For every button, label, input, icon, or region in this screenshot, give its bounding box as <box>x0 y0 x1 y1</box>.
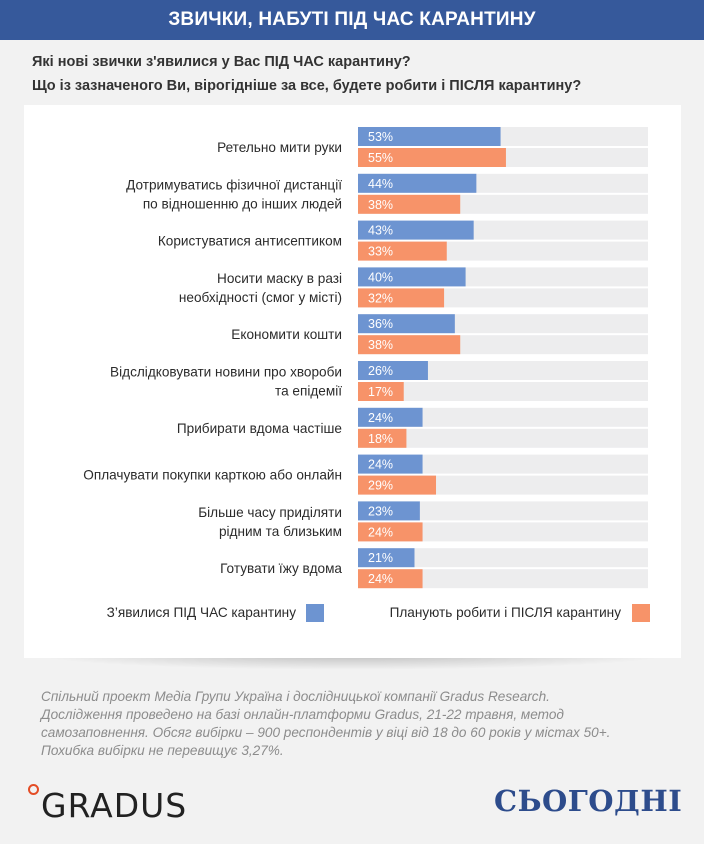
bar-during <box>358 361 428 380</box>
bar-during <box>358 501 420 521</box>
category-label-line: по відношенню до інших людей <box>143 196 342 211</box>
data-label: 29% <box>368 479 393 493</box>
data-label: 21% <box>368 551 393 565</box>
bar-during <box>358 173 477 193</box>
bar-after <box>358 194 461 214</box>
data-label: 38% <box>368 198 393 212</box>
category-label: Оплачувати покупки карткою або онлайн <box>83 468 342 483</box>
legend-swatch-after <box>632 604 650 622</box>
page-title-banner: ЗВИЧКИ, НАБУТІ ПІД ЧАС КАРАНТИНУ <box>0 0 704 40</box>
bar-during <box>358 267 466 287</box>
category-label: Ретельно мити руки <box>217 140 342 155</box>
bar-after <box>358 335 461 355</box>
category-label-line: необхідності (смог у місті) <box>179 290 342 305</box>
category-label: Готувати їжу вдома <box>220 561 342 576</box>
bar-track <box>358 361 648 380</box>
data-label: 36% <box>368 317 393 331</box>
data-label: 43% <box>368 224 393 238</box>
data-label: 24% <box>368 458 393 472</box>
data-label: 26% <box>368 364 393 378</box>
bar-after <box>358 569 423 589</box>
legend-label-during: З’явилися ПІД ЧАС карантину <box>107 605 297 620</box>
survey-questions: Які нові звички з'явилися у Вас ПІД ЧАС … <box>32 50 682 98</box>
bar-after <box>358 522 423 542</box>
data-label: 32% <box>368 291 393 305</box>
bar-track <box>358 522 648 542</box>
category-label-line: та епідемії <box>275 384 342 399</box>
chart-card: Ретельно мити руки 53% 55% Дотримуватись фі… <box>24 105 681 658</box>
bar-after <box>358 382 404 401</box>
sogodni-logo: СЬОГОДНІ <box>494 784 682 820</box>
question-1: Які нові звички з'явилися у Вас ПІД ЧАС … <box>32 54 411 70</box>
bar-track <box>358 382 648 401</box>
sogodni-logo-text: СЬОГОДНІ <box>494 784 683 818</box>
category-label: Більше часу приділяти рідним та близьким <box>198 505 342 539</box>
legend-label-after: Планують робити і ПІСЛЯ карантину <box>390 605 622 620</box>
category-label-line: Ретельно мити руки <box>217 140 342 155</box>
data-label: 40% <box>368 270 393 284</box>
footnote-line-3: самозаповнення. Обсяг вибірки – 900 респ… <box>41 725 611 740</box>
bar-track <box>358 548 648 568</box>
category-label-line: Готувати їжу вдома <box>220 561 342 576</box>
category-label-line: Відслідковувати новини про хвороби <box>110 365 342 380</box>
footnote: Спільний проект Медіа Групи Україна і до… <box>41 688 681 760</box>
data-label: 17% <box>368 385 393 399</box>
data-label: 18% <box>368 432 393 446</box>
bar-track <box>358 428 648 448</box>
data-label: 24% <box>368 572 393 586</box>
bar-track <box>358 569 648 589</box>
category-label: Носити маску в разі необхідності (смог у … <box>179 271 342 305</box>
data-label: 33% <box>368 245 393 259</box>
data-label: 24% <box>368 411 393 425</box>
bar-after <box>358 241 447 261</box>
card-shadow <box>30 654 675 670</box>
bar-track <box>358 501 648 521</box>
data-label: 24% <box>368 525 393 539</box>
category-label-line: Користуватися антисептиком <box>158 234 342 249</box>
gradus-degree-icon <box>28 784 39 795</box>
bar-during <box>358 127 501 146</box>
bar-after <box>358 288 445 308</box>
page-title: ЗВИЧКИ, НАБУТІ ПІД ЧАС КАРАНТИНУ <box>168 9 536 30</box>
bar-track <box>358 407 648 427</box>
bar-during <box>358 407 423 427</box>
footnote-line-4: Похибка вибірки не перевищує 3,27%. <box>41 743 284 758</box>
gradus-logo: GRADUS <box>28 780 198 825</box>
bar-chart: Ретельно мити руки 53% 55% Дотримуватись фі… <box>83 127 650 622</box>
category-label: Економити кошти <box>231 327 342 342</box>
data-label: 44% <box>368 177 393 191</box>
footnote-line-2: Дослідження проведено на базі онлайн-пла… <box>41 707 564 722</box>
category-label-line: Оплачувати покупки карткою або онлайн <box>83 468 342 483</box>
category-label-line: Більше часу приділяти <box>198 505 342 520</box>
bar-after <box>358 428 407 448</box>
bar-during <box>358 454 423 474</box>
bar-track <box>358 454 648 474</box>
category-label-line: Прибирати вдома частіше <box>177 421 342 436</box>
data-label: 53% <box>368 130 393 144</box>
bar-during <box>358 220 474 240</box>
bar-after <box>358 475 437 495</box>
bar-during <box>358 314 455 334</box>
category-label: Дотримуватись фізичної дистанції по відно… <box>126 177 342 211</box>
gradus-logo-text: GRADUS <box>41 786 188 825</box>
category-label-line: Економити кошти <box>231 327 342 342</box>
category-label-line: Носити маску в разі <box>217 271 342 286</box>
category-label: Користуватися антисептиком <box>158 234 342 249</box>
category-label: Відслідковувати новини про хвороби та епі… <box>110 365 342 399</box>
data-label: 38% <box>368 338 393 352</box>
data-label: 23% <box>368 504 393 518</box>
bar-during <box>358 548 415 568</box>
bar-after <box>358 148 506 167</box>
data-label: 55% <box>368 151 393 165</box>
legend-swatch-during <box>306 604 324 622</box>
question-2: Що із зазначеного Ви, вірогідніше за все… <box>32 78 582 94</box>
category-label: Прибирати вдома частіше <box>177 421 342 436</box>
footnote-line-1: Спільний проект Медіа Групи Україна і до… <box>41 689 550 704</box>
category-label-line: Дотримуватись фізичної дистанції <box>126 177 342 192</box>
category-label-line: рідним та близьким <box>219 524 342 539</box>
